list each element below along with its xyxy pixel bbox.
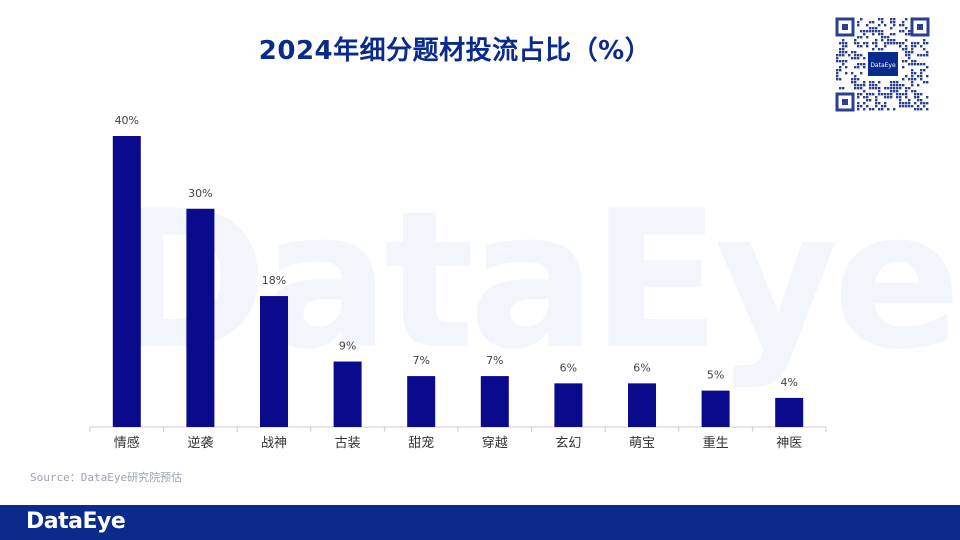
data-label: 18%	[262, 274, 286, 287]
footer-bar: DataEye	[0, 505, 960, 540]
bar-战神	[260, 296, 288, 427]
chart-title: 2024年细分题材投流占比（%）	[258, 36, 652, 66]
data-label: 40%	[115, 114, 139, 127]
category-label: 战神	[261, 436, 287, 451]
category-label: 神医	[776, 436, 802, 451]
category-label: 萌宝	[629, 436, 655, 451]
category-label: 逆袭	[187, 435, 213, 451]
bar-萌宝	[628, 383, 656, 427]
bar-甜宠	[407, 376, 436, 427]
data-label: 6%	[560, 361, 577, 374]
bar-玄幻	[554, 383, 583, 427]
source-note: Source：DataEye研究院预估	[30, 471, 183, 484]
bar-神医	[775, 397, 804, 427]
category-label: 古装	[335, 436, 361, 451]
data-label: 5%	[707, 369, 724, 382]
category-label: 重生	[703, 435, 729, 451]
qr-center-label: DataEye	[870, 62, 896, 69]
category-label: 穿越	[482, 435, 508, 451]
category-label: 甜宠	[408, 435, 434, 451]
data-label: 7%	[486, 354, 503, 367]
bar-情感	[112, 136, 141, 427]
category-label: 情感	[114, 435, 140, 451]
footer-logo: DataEye	[26, 509, 126, 534]
data-label: 4%	[780, 376, 797, 389]
data-label: 30%	[188, 187, 212, 200]
bar-古装	[333, 361, 362, 427]
bar-重生	[701, 390, 730, 427]
bar-穿越	[480, 376, 509, 427]
qr-code: DataEye	[835, 17, 930, 112]
data-label: 6%	[633, 361, 650, 374]
data-label: 9%	[339, 340, 356, 353]
bar-逆袭	[186, 208, 215, 427]
category-label: 玄幻	[555, 436, 581, 451]
data-label: 7%	[412, 354, 429, 367]
